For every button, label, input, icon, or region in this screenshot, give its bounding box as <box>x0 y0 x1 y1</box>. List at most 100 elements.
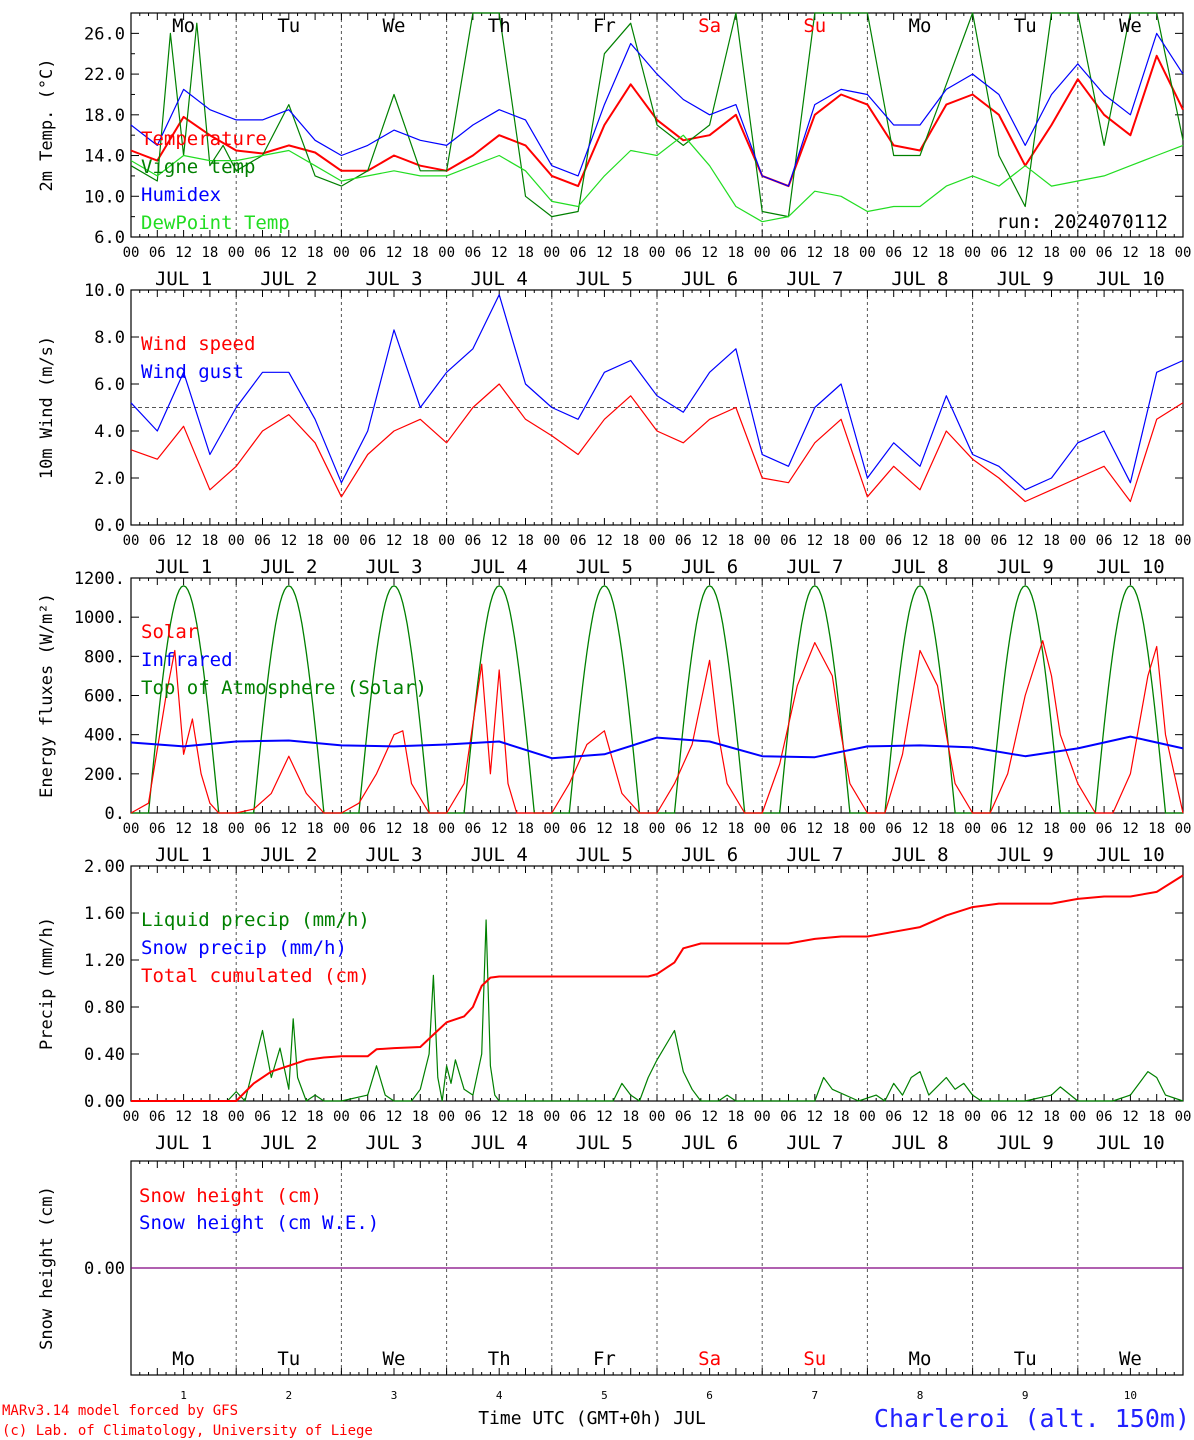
hour-label: 12 <box>175 821 192 837</box>
hour-label: 06 <box>570 1109 587 1125</box>
hour-label: 00 <box>543 245 560 261</box>
snow-height-panel: 0.00 Snow height (cm) Snow height (cm) Snow… <box>37 1160 1184 1402</box>
day-number-label: 3 <box>391 1389 398 1402</box>
hour-label: 00 <box>1175 1109 1192 1125</box>
hour-label: 12 <box>1122 533 1139 549</box>
date-label: JUL 5 <box>576 556 633 578</box>
hour-label: 00 <box>649 1109 666 1125</box>
hour-label: 00 <box>859 533 876 549</box>
y-tick-label: 1000. <box>74 608 125 628</box>
hour-label: 06 <box>464 533 481 549</box>
hour-label: 06 <box>1096 821 1113 837</box>
hour-label: 06 <box>780 1109 797 1125</box>
day-name-label: Sa <box>698 1348 721 1370</box>
y-axis-label: Precip (mm/h) <box>37 917 57 1050</box>
hour-label: 00 <box>1069 1109 1086 1125</box>
hour-label: 00 <box>649 533 666 549</box>
hour-label: 06 <box>780 821 797 837</box>
date-label: JUL 5 <box>576 1132 633 1154</box>
day-number-label: 5 <box>601 1389 608 1402</box>
series-line <box>130 294 1184 491</box>
day-name-label: Th <box>488 1348 511 1370</box>
day-name-label: Su <box>803 1348 826 1370</box>
y-tick-label: 10.0 <box>84 187 125 207</box>
hour-label: 12 <box>491 821 508 837</box>
day-name-label: Tu <box>1014 1348 1037 1370</box>
hour-label: 06 <box>1096 1109 1113 1125</box>
hour-label: 06 <box>359 1109 376 1125</box>
hour-label: 18 <box>727 245 744 261</box>
hour-label: 18 <box>622 821 639 837</box>
hour-label: 00 <box>859 245 876 261</box>
run-label: run: 2024070112 <box>996 211 1168 233</box>
hour-label: 12 <box>596 245 613 261</box>
hour-label: 00 <box>754 1109 771 1125</box>
date-label: JUL 6 <box>681 556 738 578</box>
hour-label: 18 <box>622 245 639 261</box>
y-tick-label: 22.0 <box>84 65 125 85</box>
hour-label: 06 <box>780 533 797 549</box>
hour-label: 18 <box>517 821 534 837</box>
hour-label: 00 <box>543 1109 560 1125</box>
legend-entry: Wind speed <box>141 333 255 355</box>
footer-credit-model: MARv3.14 model forced by GFS <box>2 1403 238 1419</box>
hour-label: 12 <box>491 1109 508 1125</box>
y-tick-label: 0. <box>105 804 125 824</box>
day-number-label: 10 <box>1124 1389 1137 1402</box>
hour-label: 00 <box>649 821 666 837</box>
hour-label: 00 <box>123 533 140 549</box>
hour-label: 12 <box>491 245 508 261</box>
day-number-label: 7 <box>811 1389 818 1402</box>
hour-label: 00 <box>964 821 981 837</box>
hour-label: 18 <box>1148 533 1165 549</box>
date-label: JUL 4 <box>471 556 528 578</box>
hour-label: 06 <box>990 245 1007 261</box>
hour-label: 00 <box>333 533 350 549</box>
hour-label: 18 <box>938 533 955 549</box>
hour-label: 18 <box>1043 245 1060 261</box>
legend-entry: Liquid precip (mm/h) <box>141 909 370 931</box>
hour-label: 12 <box>280 533 297 549</box>
legend-entry: Total cumulated (cm) <box>141 965 370 987</box>
day-number-label: 6 <box>706 1389 713 1402</box>
hour-label: 06 <box>885 245 902 261</box>
temperature-panel: 6.0 10.0 14.0 18.0 22.0 26.0 2m Temp. (°C) Temp… <box>37 12 1191 290</box>
date-label: JUL 9 <box>997 556 1054 578</box>
hour-label: 18 <box>412 1109 429 1125</box>
y-tick-label: 1.20 <box>84 951 125 971</box>
day-name-label: We <box>383 1348 406 1370</box>
y-tick-label: 1200. <box>74 569 125 589</box>
day-name-label: We <box>1119 1348 1142 1370</box>
hour-label: 06 <box>254 533 271 549</box>
hour-label: 06 <box>1096 245 1113 261</box>
hour-label: 00 <box>333 245 350 261</box>
hour-label: 18 <box>938 245 955 261</box>
day-name-label: Mo <box>172 1348 195 1370</box>
hour-label: 00 <box>1069 821 1086 837</box>
hour-label: 06 <box>885 1109 902 1125</box>
date-label: JUL 8 <box>891 556 948 578</box>
date-label: JUL 10 <box>1096 268 1165 290</box>
y-axis-label: Energy fluxes (W/m²) <box>37 593 57 798</box>
hour-label: 18 <box>517 245 534 261</box>
y-tick-label: 2.00 <box>84 857 125 877</box>
date-label: JUL 3 <box>365 844 422 866</box>
date-label: JUL 3 <box>365 1132 422 1154</box>
date-label: JUL 4 <box>471 268 528 290</box>
hour-label: 18 <box>622 1109 639 1125</box>
hour-label: 00 <box>754 245 771 261</box>
date-label: JUL 1 <box>155 556 212 578</box>
hour-label: 06 <box>990 1109 1007 1125</box>
date-label: JUL 7 <box>786 844 843 866</box>
hour-label: 06 <box>675 1109 692 1125</box>
legend-entry: Snow height (cm W.E.) <box>139 1212 379 1234</box>
hour-label: 00 <box>1175 533 1192 549</box>
legend-entry: Infrared <box>141 649 233 671</box>
hour-label: 18 <box>412 533 429 549</box>
legend-entry: Vigne temp <box>141 156 255 178</box>
hour-label: 18 <box>833 245 850 261</box>
hour-label: 06 <box>149 821 166 837</box>
hour-label: 06 <box>570 821 587 837</box>
hour-label: 12 <box>806 1109 823 1125</box>
